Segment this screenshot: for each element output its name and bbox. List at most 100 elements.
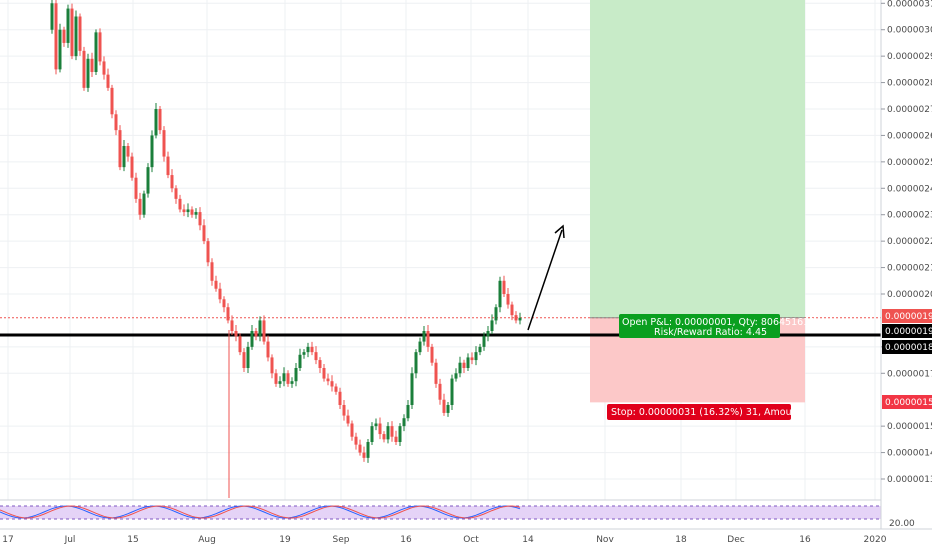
candle-body — [130, 156, 134, 178]
candle-body — [178, 198, 182, 210]
ytick-label: 0.00000140 — [887, 449, 932, 459]
candle-body — [106, 74, 110, 88]
candle-body — [482, 336, 486, 347]
xtick-label: Aug — [198, 535, 216, 545]
price-badge — [882, 395, 932, 409]
candle-body — [294, 368, 298, 382]
candle-body — [310, 346, 314, 353]
candle-body — [510, 304, 514, 316]
xtick-label: 18 — [675, 535, 687, 545]
candle-body — [342, 405, 346, 416]
candle-body — [386, 426, 390, 440]
candle-body — [374, 423, 378, 427]
candle-body — [222, 299, 226, 308]
candle-body — [242, 352, 246, 368]
ytick-label: 0.00000200 — [887, 290, 932, 300]
candle-body — [402, 418, 406, 427]
candle-body — [458, 362, 462, 374]
candle-body — [346, 415, 350, 424]
candle-body — [506, 294, 510, 305]
candle-body — [50, 3, 54, 30]
ytick-label: 0.00000170 — [887, 369, 932, 379]
candle-body — [330, 381, 334, 387]
ytick-label: 0.00000230 — [887, 211, 932, 221]
candle-body — [398, 426, 402, 442]
candle-body — [394, 436, 398, 442]
xtick-label: 14 — [522, 535, 534, 545]
candle-body — [418, 341, 422, 353]
candle-body — [158, 109, 162, 131]
xtick-label: Jul — [64, 535, 76, 545]
xtick-label: 16 — [799, 535, 811, 545]
candle-body — [210, 262, 214, 281]
ytick-label: 0.00000270 — [887, 105, 932, 115]
candle-body — [266, 341, 270, 358]
candle-body — [298, 354, 302, 368]
price-badge — [882, 324, 932, 338]
candle-body — [110, 87, 114, 115]
candle-body — [478, 346, 482, 353]
candle-body — [102, 61, 106, 75]
candle-body — [338, 391, 342, 405]
xtick-label: Nov — [596, 535, 614, 545]
candle-body — [462, 362, 466, 368]
xtick-label: Oct — [463, 535, 479, 545]
candle-body — [78, 16, 82, 51]
candle-body — [390, 426, 394, 437]
ytick-label: 0.00000240 — [887, 184, 932, 194]
ytick-label: 0.00000150 — [887, 422, 932, 432]
candle-body — [174, 188, 178, 199]
stoch-d-line — [0, 505, 521, 519]
candle-body — [406, 405, 410, 419]
candle-body — [214, 280, 218, 289]
candle-body — [162, 130, 166, 157]
xtick-label: 16 — [400, 535, 412, 545]
candle-body — [218, 288, 222, 300]
candle-body — [322, 368, 326, 379]
candle-body — [354, 436, 358, 445]
candle-body — [206, 241, 210, 263]
candle-body — [90, 58, 94, 72]
xtick-label: 19 — [279, 535, 291, 545]
candle-body — [250, 331, 254, 347]
candle-body — [122, 146, 126, 168]
candle-body — [490, 320, 494, 331]
rr-label: Risk/Reward Ratio: 4.45 — [654, 327, 767, 338]
candle-body — [190, 209, 194, 215]
price-badge — [882, 340, 932, 354]
candle-body — [126, 146, 130, 157]
candle-body — [306, 346, 310, 353]
time-axis[interactable]: 17 Jul 15 Aug 19 Sep 16 Oct 14 Nov 18 Dec 16 2020 — [2, 535, 886, 545]
candle-body — [262, 320, 266, 342]
ytick-label: 0.00000310 — [887, 0, 932, 9]
candle-body — [350, 423, 354, 437]
candle-body — [82, 50, 86, 88]
candle-body — [442, 399, 446, 413]
candle-body — [494, 307, 498, 321]
candle-body — [238, 336, 242, 353]
candle-body — [474, 352, 478, 361]
candle-body — [370, 426, 374, 442]
position-labels: Open P&L: 0.00000001, Qty: 806451612Risk… — [607, 314, 826, 420]
candle-body — [498, 280, 502, 308]
xtick-label: 15 — [127, 535, 138, 545]
candle-body — [118, 130, 122, 168]
arrow-head — [554, 224, 565, 239]
candle-body — [282, 373, 286, 382]
candle-body — [134, 177, 138, 199]
projection-arrow — [527, 224, 565, 331]
candle-body — [318, 360, 322, 368]
pnl-label-box — [619, 314, 780, 338]
price-badge-label: 0.00000191 — [885, 312, 932, 322]
ytick-label: 0.00000280 — [887, 79, 932, 89]
ytick-label: 0.00000260 — [887, 131, 932, 141]
price-axis[interactable]: 0.00000130 0.00000140 0.00000150 0.00000170… — [880, 0, 932, 529]
candle-body — [142, 193, 146, 215]
candle-body — [358, 444, 362, 453]
candle-body — [430, 346, 434, 363]
candle-body — [114, 114, 118, 131]
candle-body — [466, 357, 470, 368]
candle-body — [62, 29, 66, 43]
candle-body — [438, 383, 442, 400]
